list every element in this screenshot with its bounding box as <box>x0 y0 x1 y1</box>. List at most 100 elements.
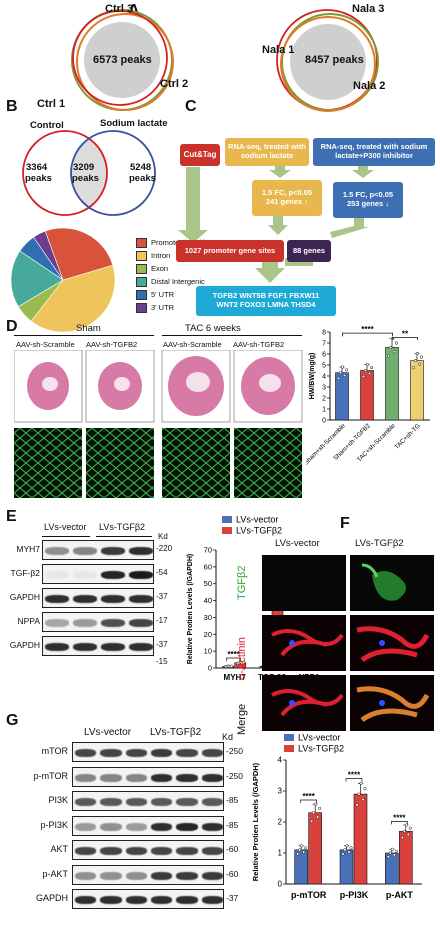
box-fc1: 1.5 FC, p<0.05 241 genes ↑ <box>252 180 322 216</box>
blot-band <box>129 643 153 651</box>
legend-label: LVs-vector <box>298 733 340 743</box>
pie-legend-label: Intron <box>151 251 171 260</box>
group-sham: Sham <box>76 323 101 334</box>
pie-legend-item: Distal Intergenic <box>136 275 256 288</box>
e-lane-line-1 <box>42 536 90 537</box>
blot-band <box>73 619 97 627</box>
data-point <box>365 363 370 367</box>
pie-legend-item: Intron <box>136 249 256 262</box>
data-point <box>406 832 410 837</box>
blot-band <box>75 749 97 757</box>
blot-band <box>100 749 122 757</box>
blot-kd-marker: -250 <box>226 770 244 781</box>
data-point <box>230 664 234 668</box>
f-row-actinin: α-Actinin <box>236 636 248 680</box>
sig-bracket <box>390 821 408 825</box>
box-fc1-line2: 241 genes ↑ <box>265 197 309 206</box>
data-point <box>388 851 392 855</box>
blot-band <box>176 871 198 880</box>
pie-legend-swatch <box>136 302 147 313</box>
data-point <box>367 371 372 376</box>
pie-legend-swatch <box>136 250 147 261</box>
blot-band <box>151 871 173 880</box>
venn-b-right-only-unit: peaks <box>129 173 156 184</box>
data-point <box>343 848 347 852</box>
x-tick-label: Sham+sh-Scramble <box>306 422 347 467</box>
data-point <box>400 836 404 840</box>
blot-strip <box>72 815 224 836</box>
venn-ctrl <box>71 9 174 111</box>
blot-band <box>129 595 153 603</box>
blot-band <box>129 547 153 555</box>
d-col-2: AAV-sh-TGFB2 <box>86 340 138 349</box>
data-point <box>355 803 359 807</box>
blot-band <box>125 871 147 880</box>
blot-band <box>45 571 69 579</box>
venn-ctrl-set-1: Ctrl 1 <box>37 98 66 110</box>
data-point <box>408 826 412 830</box>
pie-chart-annotation <box>10 227 116 333</box>
blot-strip <box>42 564 154 584</box>
g-kd-label: Kd <box>222 732 234 742</box>
blot-kd-marker: -15 <box>156 657 168 666</box>
venn-nala-set-1: Nala 1 <box>262 44 295 56</box>
panel-label-b: B <box>6 98 18 115</box>
heart-sections <box>14 350 303 423</box>
data-point <box>369 365 374 370</box>
blot-row-label: GAPDH <box>35 893 68 903</box>
pie-legend-label: Distal Intergenic <box>151 277 205 286</box>
data-point <box>411 366 416 370</box>
bar <box>308 812 322 885</box>
g-lane-vector: LVs-vector <box>84 727 132 738</box>
blot-row-label: p-PI3K <box>40 819 68 830</box>
blot-row-label: NPPA <box>17 616 40 626</box>
venn-nala <box>276 9 379 112</box>
data-point <box>392 853 396 857</box>
panel-label-e: E <box>6 508 17 525</box>
box-fc2-line2: 253 genes ↓ <box>346 199 390 208</box>
blot-band <box>151 822 173 831</box>
d-col-1: AAV-sh-Scramble <box>16 340 75 349</box>
sig-bracket <box>342 332 393 337</box>
blot-band <box>201 896 223 904</box>
blot-band <box>201 773 223 782</box>
blot-band <box>100 798 122 806</box>
pie-legend-item: 3' UTR <box>136 301 256 314</box>
blot-strip <box>72 840 224 860</box>
blot-band <box>100 847 122 855</box>
d-col-4: AAV-sh-TGFB2 <box>233 340 285 349</box>
y-tick-label: 60 <box>204 562 212 571</box>
data-point <box>419 355 424 359</box>
blot-row-label: AKT <box>50 844 68 854</box>
bar <box>360 370 374 421</box>
if-images <box>262 555 434 731</box>
blot-band <box>101 595 125 603</box>
pie-legend-label: 5' UTR <box>151 290 175 299</box>
box-final-genes: TGFB2 WNT5B FGF1 FBXW11 WNT2 FOXO3 LMNA … <box>196 286 336 316</box>
blot-band <box>101 619 125 627</box>
blot-band <box>100 773 122 782</box>
blot-strip <box>72 766 224 787</box>
panel-label-f: F <box>340 515 350 532</box>
blot-band <box>75 798 97 806</box>
sig-label: **** <box>361 325 374 334</box>
data-point <box>363 368 368 373</box>
pie-legend-swatch <box>136 237 147 248</box>
y-tick-label: 0 <box>278 880 283 889</box>
blot-band <box>125 896 147 904</box>
box-88-genes: 88 genes <box>287 240 331 262</box>
box-fc1-line1: 1.5 FC, p<0.05 <box>261 188 313 198</box>
e-lane-tgfb2: LVs-TGFβ2 <box>99 522 146 532</box>
y-tick-label: 6 <box>322 352 326 359</box>
pie-legend-swatch <box>136 263 147 274</box>
data-point <box>342 373 347 378</box>
d-col-3: AAV-sh-Scramble <box>163 340 222 349</box>
data-point <box>390 847 394 851</box>
sig-bracket <box>392 337 418 340</box>
data-point <box>413 359 418 363</box>
blot-band <box>176 798 198 806</box>
blot-kd-marker: -37 <box>156 640 168 649</box>
data-point <box>336 376 341 380</box>
venn-ctrl-set-3: Ctrl 3 <box>105 3 134 15</box>
blot-band <box>73 643 97 651</box>
